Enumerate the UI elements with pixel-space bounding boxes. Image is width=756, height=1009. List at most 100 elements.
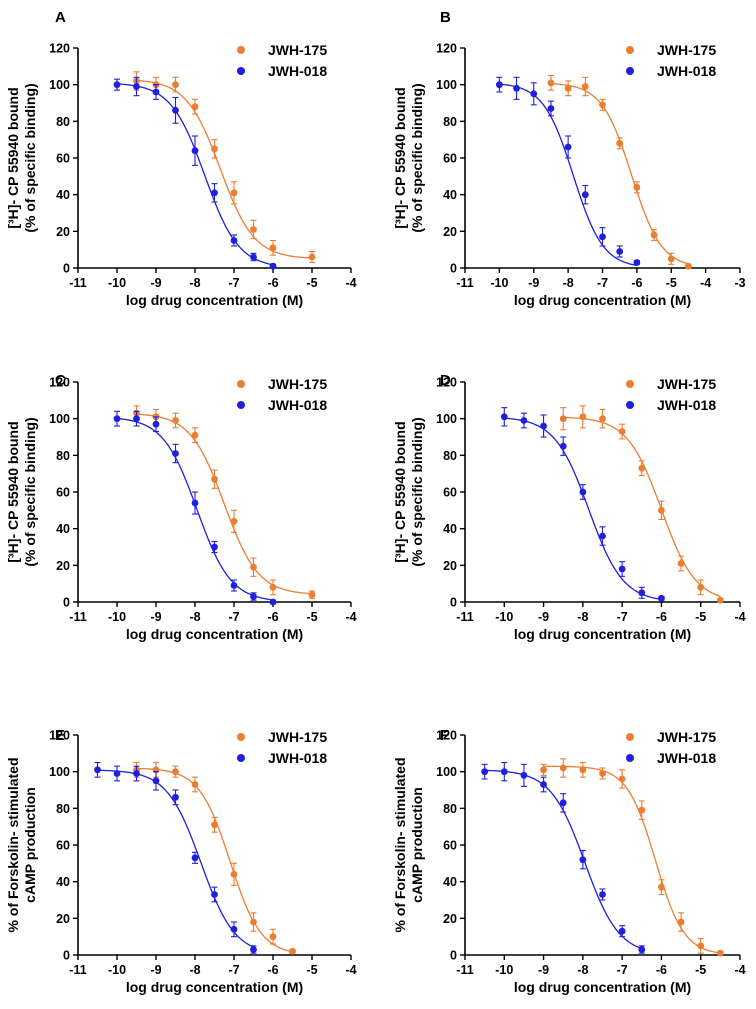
y-axis-label-line: [³H]- CP 55940 bound xyxy=(392,421,408,562)
y-tick-label: 60 xyxy=(443,152,457,166)
data-point xyxy=(579,413,587,421)
data-point xyxy=(581,191,589,199)
x-tick-label: -5 xyxy=(306,276,317,290)
series-jwh-018: JWH-018 xyxy=(113,397,327,606)
data-point xyxy=(638,946,646,953)
y-axis-label-line: % of Forskolin- stimulated xyxy=(5,757,21,932)
x-tick-label: -8 xyxy=(577,610,588,624)
x-tick-label: -10 xyxy=(108,276,126,290)
y-tick-label: 40 xyxy=(56,188,70,202)
series-jwh-018: JWH-018 xyxy=(113,63,327,270)
data-point xyxy=(530,90,538,98)
y-tick-label: 120 xyxy=(49,729,70,743)
y-tick-label: 100 xyxy=(436,78,457,92)
y-tick-label: 40 xyxy=(443,875,457,889)
series-jwh-018: JWH-018 xyxy=(481,750,716,954)
data-point xyxy=(172,450,179,457)
x-tick-label: -5 xyxy=(306,610,317,624)
data-point xyxy=(172,106,179,114)
y-tick-label: 40 xyxy=(56,875,70,889)
x-tick-label: -7 xyxy=(228,963,239,977)
fit-curve xyxy=(136,767,293,953)
panel-d: D 0 20 40 60 80 100 120 -11 -10 -9 -8 -7 -6 -5 -4 log dr… xyxy=(392,372,746,642)
data-point xyxy=(677,560,685,567)
data-point xyxy=(616,139,624,147)
x-tick-label: -5 xyxy=(306,963,317,977)
fit-curve xyxy=(136,79,313,259)
data-point xyxy=(667,255,675,263)
x-axis-label: log drug concentration (M) xyxy=(514,979,691,995)
data-point xyxy=(211,821,218,829)
data-point xyxy=(579,488,587,496)
data-point xyxy=(211,189,218,197)
y-tick-label: 80 xyxy=(443,115,457,129)
data-point xyxy=(269,583,277,591)
data-point xyxy=(172,81,179,89)
x-axis-label: log drug concentration (M) xyxy=(126,979,303,995)
data-point xyxy=(697,942,705,950)
y-tick-label: 120 xyxy=(49,42,70,56)
y-tick-label: 0 xyxy=(63,262,70,276)
y-tick-label: 0 xyxy=(450,949,457,963)
y-tick-label: 100 xyxy=(49,412,70,426)
data-point xyxy=(308,253,316,261)
data-point xyxy=(547,79,555,87)
legend-label: JWH-175 xyxy=(268,376,327,392)
y-tick-label: 60 xyxy=(56,152,70,166)
panel-f: F 0 20 40 60 80 100 120 -11 -10 -9 -8 -7 -6 -5 -4 log dr… xyxy=(392,727,746,995)
x-tick-label: -4 xyxy=(734,963,745,977)
panel-a: A 0 20 40 60 80 100 120 -11 -10 -9 -8 -7 -6 -5 -4 log dr… xyxy=(5,9,357,308)
y-axis-label-line: (% of specific binding) xyxy=(22,83,38,232)
legend-marker xyxy=(626,401,634,409)
data-point xyxy=(633,259,641,266)
data-point xyxy=(269,244,277,252)
data-point xyxy=(191,431,199,439)
panel-label: B xyxy=(440,9,451,26)
data-point xyxy=(599,891,606,898)
data-point xyxy=(250,563,257,571)
data-point xyxy=(559,764,567,772)
x-tick-label: -7 xyxy=(617,610,628,624)
data-point xyxy=(250,253,257,261)
panel-e: E 0 20 40 60 80 100 120 -11 -10 -9 -8 -7 -6 -5 -4 log dr… xyxy=(5,727,357,995)
y-tick-label: 20 xyxy=(443,912,457,926)
data-point xyxy=(308,591,316,599)
y-tick-label: 100 xyxy=(436,412,457,426)
data-point xyxy=(230,189,238,197)
data-point xyxy=(559,442,567,450)
data-point xyxy=(540,781,547,788)
y-tick-label: 120 xyxy=(49,376,70,390)
legend-label: JWH-018 xyxy=(268,397,327,413)
y-tick-label: 20 xyxy=(56,225,70,239)
panel-label: A xyxy=(55,9,66,26)
x-tick-label: -9 xyxy=(538,610,549,624)
data-point xyxy=(520,771,528,779)
data-point xyxy=(481,768,489,776)
data-point xyxy=(677,918,685,926)
data-point xyxy=(513,84,520,92)
data-point xyxy=(230,237,238,244)
x-tick-label: -5 xyxy=(695,963,706,977)
x-tick-label: -8 xyxy=(563,276,574,290)
data-point xyxy=(633,183,641,191)
panel-c: C 0 20 40 60 80 100 120 -11 -10 -9 -8 -7 -6 -5 -4 log dr… xyxy=(5,372,357,642)
fit-curve xyxy=(136,413,313,595)
y-tick-label: 80 xyxy=(443,449,457,463)
data-point xyxy=(269,598,277,606)
data-point xyxy=(230,870,238,878)
x-tick-label: -7 xyxy=(228,276,239,290)
data-point xyxy=(618,565,626,573)
legend-marker xyxy=(237,733,245,741)
data-point xyxy=(599,233,606,241)
data-point xyxy=(599,532,606,540)
y-tick-label: 60 xyxy=(56,839,70,853)
legend-label: JWH-175 xyxy=(268,42,327,58)
x-tick-label: -6 xyxy=(631,276,642,290)
data-point xyxy=(191,499,199,507)
legend-marker xyxy=(237,754,245,762)
data-point xyxy=(289,947,296,955)
fit-curve xyxy=(499,83,637,267)
x-tick-label: -8 xyxy=(577,963,588,977)
panel-b: B 0 20 40 60 80 100 120 -11 -10 -9 -8 -7 -6 -5 -4 -3 log … xyxy=(392,9,746,308)
legend-marker xyxy=(626,733,634,741)
